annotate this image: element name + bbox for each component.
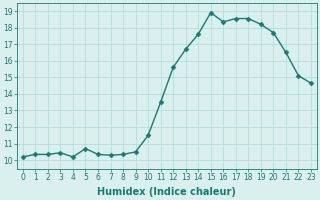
X-axis label: Humidex (Indice chaleur): Humidex (Indice chaleur)	[98, 187, 236, 197]
